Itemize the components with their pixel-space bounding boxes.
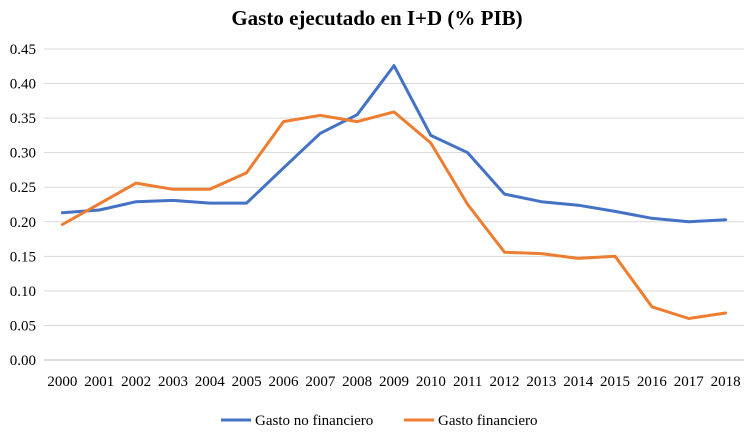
x-tick-label: 2012	[490, 374, 520, 390]
y-tick-label: 0.05	[10, 318, 36, 334]
y-tick-label: 0.30	[10, 146, 36, 162]
x-tick-label: 2009	[379, 374, 409, 390]
series-lines	[62, 66, 725, 319]
x-tick-label: 2003	[158, 374, 188, 390]
y-tick-label: 0.15	[10, 249, 36, 265]
x-tick-label: 2016	[637, 374, 668, 390]
series-line-gasto-no-financiero	[62, 66, 725, 222]
legend-label: Gasto financiero	[438, 413, 538, 429]
x-tick-label: 2010	[416, 374, 446, 390]
grid-lines	[44, 49, 744, 360]
x-tick-label: 2017	[674, 374, 705, 390]
y-axis-ticks: 0.00 0.05 0.10 0.15 0.20 0.25 0.30 0.35 0.40 0.45	[10, 42, 36, 369]
x-tick-label: 2001	[84, 374, 114, 390]
x-tick-label: 2004	[195, 374, 226, 390]
x-axis-ticks: 2000 2001 2002 2003 2004 2005 2006 2007 2008 2009…	[47, 374, 740, 390]
x-tick-label: 2013	[526, 374, 556, 390]
y-tick-label: 0.00	[10, 353, 36, 369]
x-tick-label: 2002	[121, 374, 151, 390]
y-tick-label: 0.35	[10, 111, 36, 127]
series-line-gasto-financiero	[62, 112, 725, 319]
x-tick-label: 2018	[711, 374, 741, 390]
x-tick-label: 2015	[600, 374, 630, 390]
x-tick-label: 2011	[453, 374, 482, 390]
y-tick-label: 0.20	[10, 215, 36, 231]
legend: Gasto no financiero Gasto financiero	[221, 413, 538, 429]
y-tick-label: 0.40	[10, 77, 36, 93]
legend-label: Gasto no financiero	[255, 413, 373, 429]
y-tick-label: 0.45	[10, 42, 36, 58]
x-tick-label: 2008	[342, 374, 372, 390]
y-tick-label: 0.25	[10, 180, 36, 196]
x-tick-label: 2005	[232, 374, 262, 390]
chart-title: Gasto ejecutado en I+D (% PIB)	[231, 6, 522, 30]
x-tick-label: 2007	[305, 374, 336, 390]
x-tick-label: 2014	[563, 374, 594, 390]
y-tick-label: 0.10	[10, 284, 36, 300]
x-tick-label: 2006	[268, 374, 299, 390]
x-tick-label: 2000	[47, 374, 77, 390]
